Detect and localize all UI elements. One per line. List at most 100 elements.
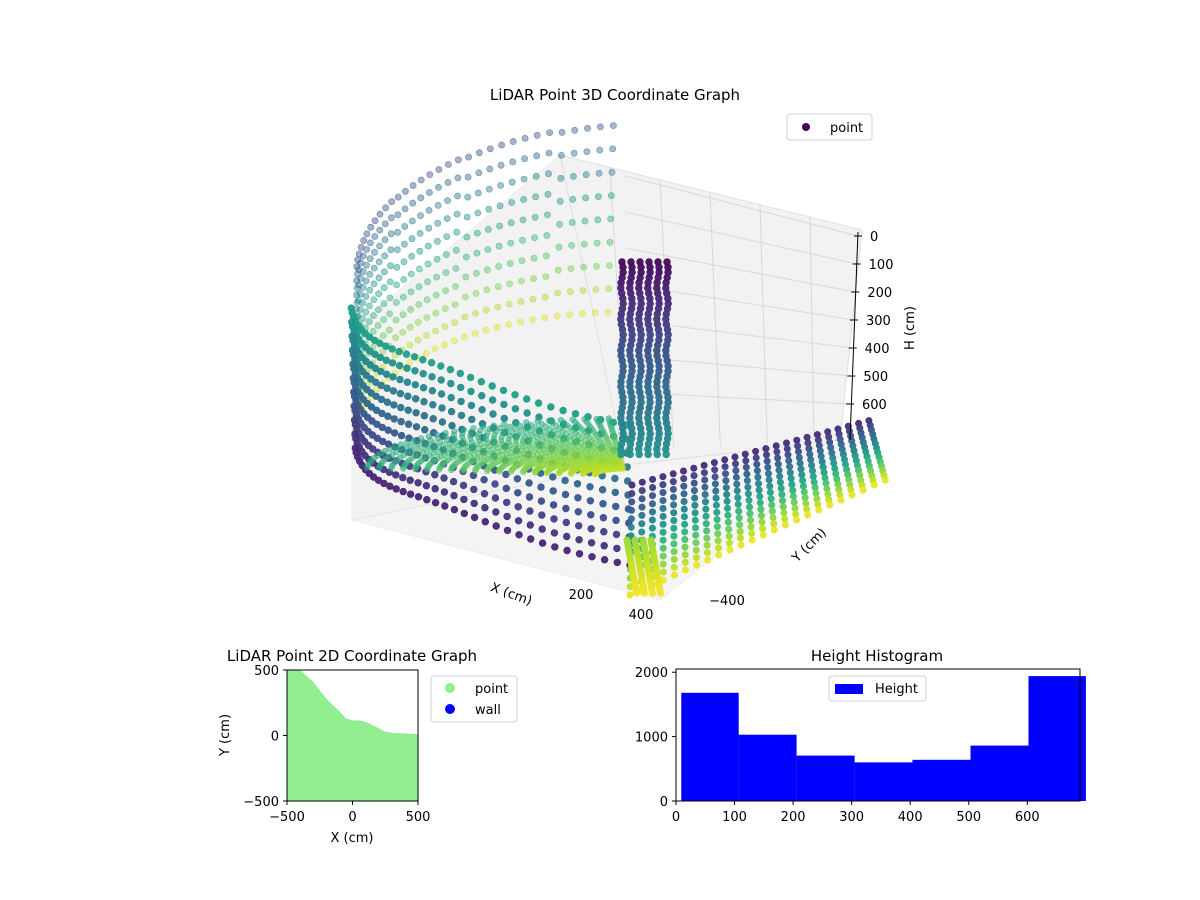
cloud-point	[669, 470, 677, 478]
cloud-point	[486, 145, 494, 153]
cloud-point	[733, 480, 741, 488]
cloud-point	[724, 511, 732, 519]
cloud-point	[724, 518, 732, 526]
cloud-point	[371, 217, 379, 225]
cloud-point	[605, 415, 612, 422]
cloud-point	[670, 571, 678, 579]
cloud-point	[407, 288, 415, 296]
cloud-point	[388, 345, 396, 353]
cloud-point	[390, 429, 399, 437]
cloud-point	[702, 520, 710, 528]
legend-label-height: Height	[875, 682, 918, 697]
cloud-point	[681, 520, 689, 528]
cloud-point	[417, 194, 425, 202]
cloud-point	[789, 492, 797, 500]
cloud-point	[467, 387, 475, 396]
cloud-point	[600, 541, 608, 550]
cloud-point	[486, 426, 494, 433]
cloud-point	[763, 457, 771, 465]
cloud-point	[748, 536, 756, 544]
cloud-point	[608, 192, 615, 199]
cloud-point	[721, 470, 729, 478]
cloud-point	[543, 469, 551, 476]
cloud-point	[380, 268, 388, 276]
cloud-point	[701, 498, 709, 506]
cloud-point	[521, 155, 528, 163]
cloud-point	[400, 276, 408, 283]
cloud-point	[701, 483, 709, 491]
cloud-point	[403, 364, 411, 372]
cloud-point	[364, 464, 371, 471]
cloud-point	[723, 490, 731, 498]
cloud-point	[792, 510, 800, 518]
cloud-point	[638, 486, 646, 494]
cloud-point	[537, 483, 545, 491]
grid-3d	[609, 167, 859, 453]
cloud-point	[736, 527, 744, 535]
cloud-point	[399, 311, 407, 319]
cloud-point	[773, 448, 781, 456]
cloud-point	[525, 493, 534, 501]
cloud-point	[393, 263, 401, 271]
cloud-point	[579, 287, 587, 294]
cloud-point	[447, 393, 455, 402]
cloud-point	[735, 507, 743, 515]
cloud-point	[409, 199, 417, 207]
cloud-point	[511, 391, 519, 399]
cloud-point	[419, 356, 427, 364]
cloud-point	[353, 263, 361, 271]
cloud-point	[584, 124, 591, 132]
cloud-point	[376, 242, 383, 250]
cloud-point	[746, 510, 754, 518]
cloud-point	[569, 195, 577, 203]
grid-line	[624, 211, 857, 265]
cloud-point	[416, 247, 424, 255]
cloud-point	[450, 337, 458, 345]
cloud-point	[659, 544, 667, 552]
cloud-point	[533, 152, 541, 160]
cloud-point	[376, 210, 384, 218]
cloud-point	[521, 134, 529, 142]
cloud-point	[638, 520, 646, 528]
cloud-point	[434, 201, 442, 209]
histogram-bar	[970, 745, 1029, 801]
cloud-point	[384, 426, 392, 434]
x-tick-label-hist: 500	[956, 810, 981, 825]
cloud-point	[491, 494, 500, 502]
cloud-point	[371, 233, 379, 240]
cloud-point	[644, 450, 652, 459]
cloud-point	[542, 273, 550, 280]
cloud-point	[451, 301, 459, 308]
cloud-point	[470, 425, 477, 432]
cloud-point	[692, 539, 700, 547]
cloud-point	[363, 230, 371, 238]
cloud-point	[692, 546, 700, 554]
cloud-point	[356, 290, 364, 298]
cloud-point	[447, 379, 455, 388]
cloud-point	[690, 486, 698, 494]
cloud-point	[756, 492, 764, 500]
cloud-point	[350, 388, 358, 396]
cloud-point	[549, 487, 557, 495]
cloud-point	[434, 443, 441, 451]
cloud-point	[389, 387, 398, 395]
cloud-point	[454, 156, 462, 164]
cloud-point	[404, 406, 412, 414]
cloud-point	[412, 395, 420, 403]
cloud-point	[626, 591, 634, 599]
cloud-point	[553, 312, 561, 320]
cloud-point	[544, 190, 552, 198]
cloud-point	[415, 265, 423, 273]
cloud-point	[693, 561, 701, 569]
cloud-point	[502, 484, 510, 493]
cloud-point	[515, 531, 523, 539]
cloud-point	[480, 423, 487, 431]
cloud-point	[366, 239, 374, 247]
cloud-point	[617, 450, 625, 459]
cloud-point	[350, 416, 359, 424]
cloud-point	[700, 469, 708, 477]
cloud-point	[401, 205, 409, 213]
cloud-point	[648, 508, 656, 516]
x-tick-label-2d: 500	[406, 810, 431, 825]
